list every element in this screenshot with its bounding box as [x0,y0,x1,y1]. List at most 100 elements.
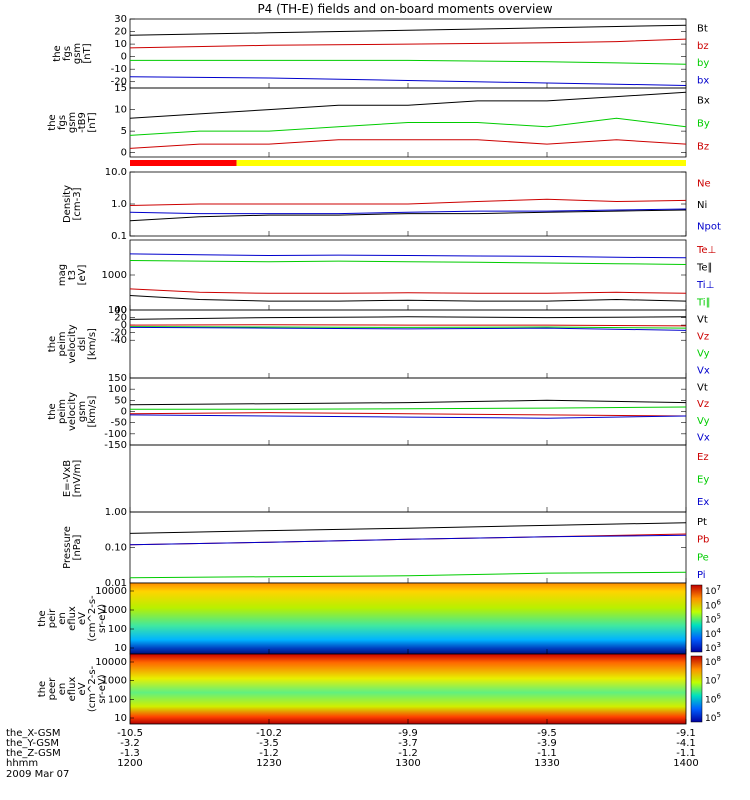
series-line-Vy [129,326,687,329]
y-axis-label-line: eV [77,682,88,695]
series-line-Vx [129,326,687,331]
x-axis-value: -10.5 [117,728,143,739]
legend-entry: Ni [697,200,707,211]
y-axis-label-line: velocity [67,324,78,363]
y-axis-label-line: [mV/m] [72,460,83,498]
colorbar-tick-label: 103 [705,641,721,654]
series-line-Ne [129,198,687,206]
legend-entry: Te⊥ [696,245,716,256]
y-axis-label-line: eV [77,612,88,625]
legend-entry: Vz [697,332,709,343]
series-line-bz [129,38,687,49]
y-tick-label: 150 [108,373,127,384]
x-axis-value: -9.1 [676,728,696,739]
y-axis-label-line: [km/s] [87,328,98,360]
legend-entry: Vy [697,416,710,427]
series-line-Vt [129,399,687,406]
y-axis-label-line: sr-eV) [97,674,108,703]
y-axis-label-line: eflux [67,606,78,631]
y-tick-label: 1.00 [105,507,127,518]
y-tick-label: -150 [104,440,127,451]
legend-entry: Pt [697,517,707,528]
y-tick-label: 20 [114,27,127,38]
y-tick-label: 1.0 [111,199,127,210]
y-axis-label-line: fgs [57,115,68,130]
series-line-Pi [129,534,687,546]
panel-peer-spectrogram: 108 107 106 105 10000 1000 100 10 the peer en eflux… [37,653,721,725]
series-line-Vt [129,316,687,320]
legend-entry: Ey [697,475,709,486]
y-tick-label: -20 [111,328,127,339]
y-axis-label-line: peim [57,399,68,424]
x-axis-value: -1.1 [537,748,557,759]
series-line-Vx [129,414,687,419]
colorbar [690,584,703,653]
y-tick-label: 10000 [95,586,127,597]
x-axis-value: -3.2 [120,738,140,749]
y-axis-label-line: peir [47,608,58,628]
legend-entry: Pi [697,570,706,581]
y-axis-label-line: Density [62,185,73,223]
series-line-by [130,59,687,65]
y-axis-label-line: -tB9 [77,112,88,133]
series-line-Vz [129,324,687,327]
y-tick-label: 10000 [95,657,127,668]
y-axis-label-line: (cm^2-s- [87,595,98,642]
legend-entry: Vz [697,399,709,410]
x-axis-value: 1230 [256,758,281,769]
panel-frame [129,377,687,446]
series-line-bx [129,76,687,86]
y-tick-label: 100 [108,624,127,635]
panel-frame [129,309,687,379]
series-line-Ni [129,209,687,222]
legend-entry: Bz [697,142,709,153]
series-line-Te⊥ [129,288,687,294]
y-tick-label: 20 [114,313,127,324]
y-tick-label: 5 [121,126,127,137]
y-tick-label: 10 [114,713,127,724]
y-tick-label: 0.10 [105,543,127,554]
y-tick-label: 10.0 [105,167,127,178]
legend-entry: Ne [697,179,711,190]
legend-entry: Vy [697,349,710,360]
y-tick-label: 0.1 [111,231,127,242]
y-axis-label-line: sr-eV) [97,604,108,633]
y-axis-label-line: peim [57,331,68,356]
legend-entry: Vt [697,315,708,326]
y-tick-label: -100 [104,429,127,440]
x-axis-value: -1.3 [120,748,140,759]
legend-entry: by [697,58,709,69]
legend-entry: Pb [697,535,709,546]
y-axis-label-line: gsm [72,43,83,64]
series-line-By [129,117,687,136]
colorbar-tick-label: 104 [705,627,721,640]
y-axis-label-line: dsl [77,337,88,351]
y-tick-label: 100 [108,384,127,395]
legend-entry: Ez [697,452,709,463]
y-axis-label-line: velocity [67,392,78,431]
series-line-Vy [130,406,687,410]
y-axis-label-line: the [47,336,58,352]
x-axis-value: -4.1 [676,738,696,749]
spectrogram-image [130,654,686,724]
y-tick-label: 1000 [102,676,127,687]
y-tick-label: 0 [121,407,127,418]
y-tick-label: 15 [114,83,127,94]
y-axis-label-line: the [47,403,58,419]
x-axis-value: -9.9 [398,728,418,739]
legend-entry: By [697,119,710,130]
series-line-Ti⊥ [129,253,687,259]
y-axis-label-line: gsm [67,112,78,133]
panel-pressure: 1.00 0.10 0.01 Pt Pb Pe Pi Pressure [nPa] [62,507,709,589]
panel-fgs-gsm-tb: 15 10 5 0 Bx By Bz the fgs gsm -tB9 [nT] [47,83,710,159]
legend-entry: Te∥ [696,262,713,273]
colorbar-tick-label: 105 [705,613,721,626]
y-tick-label: -40 [111,335,127,346]
series-line-Pt [129,522,687,534]
series-line-Bz [129,139,687,149]
